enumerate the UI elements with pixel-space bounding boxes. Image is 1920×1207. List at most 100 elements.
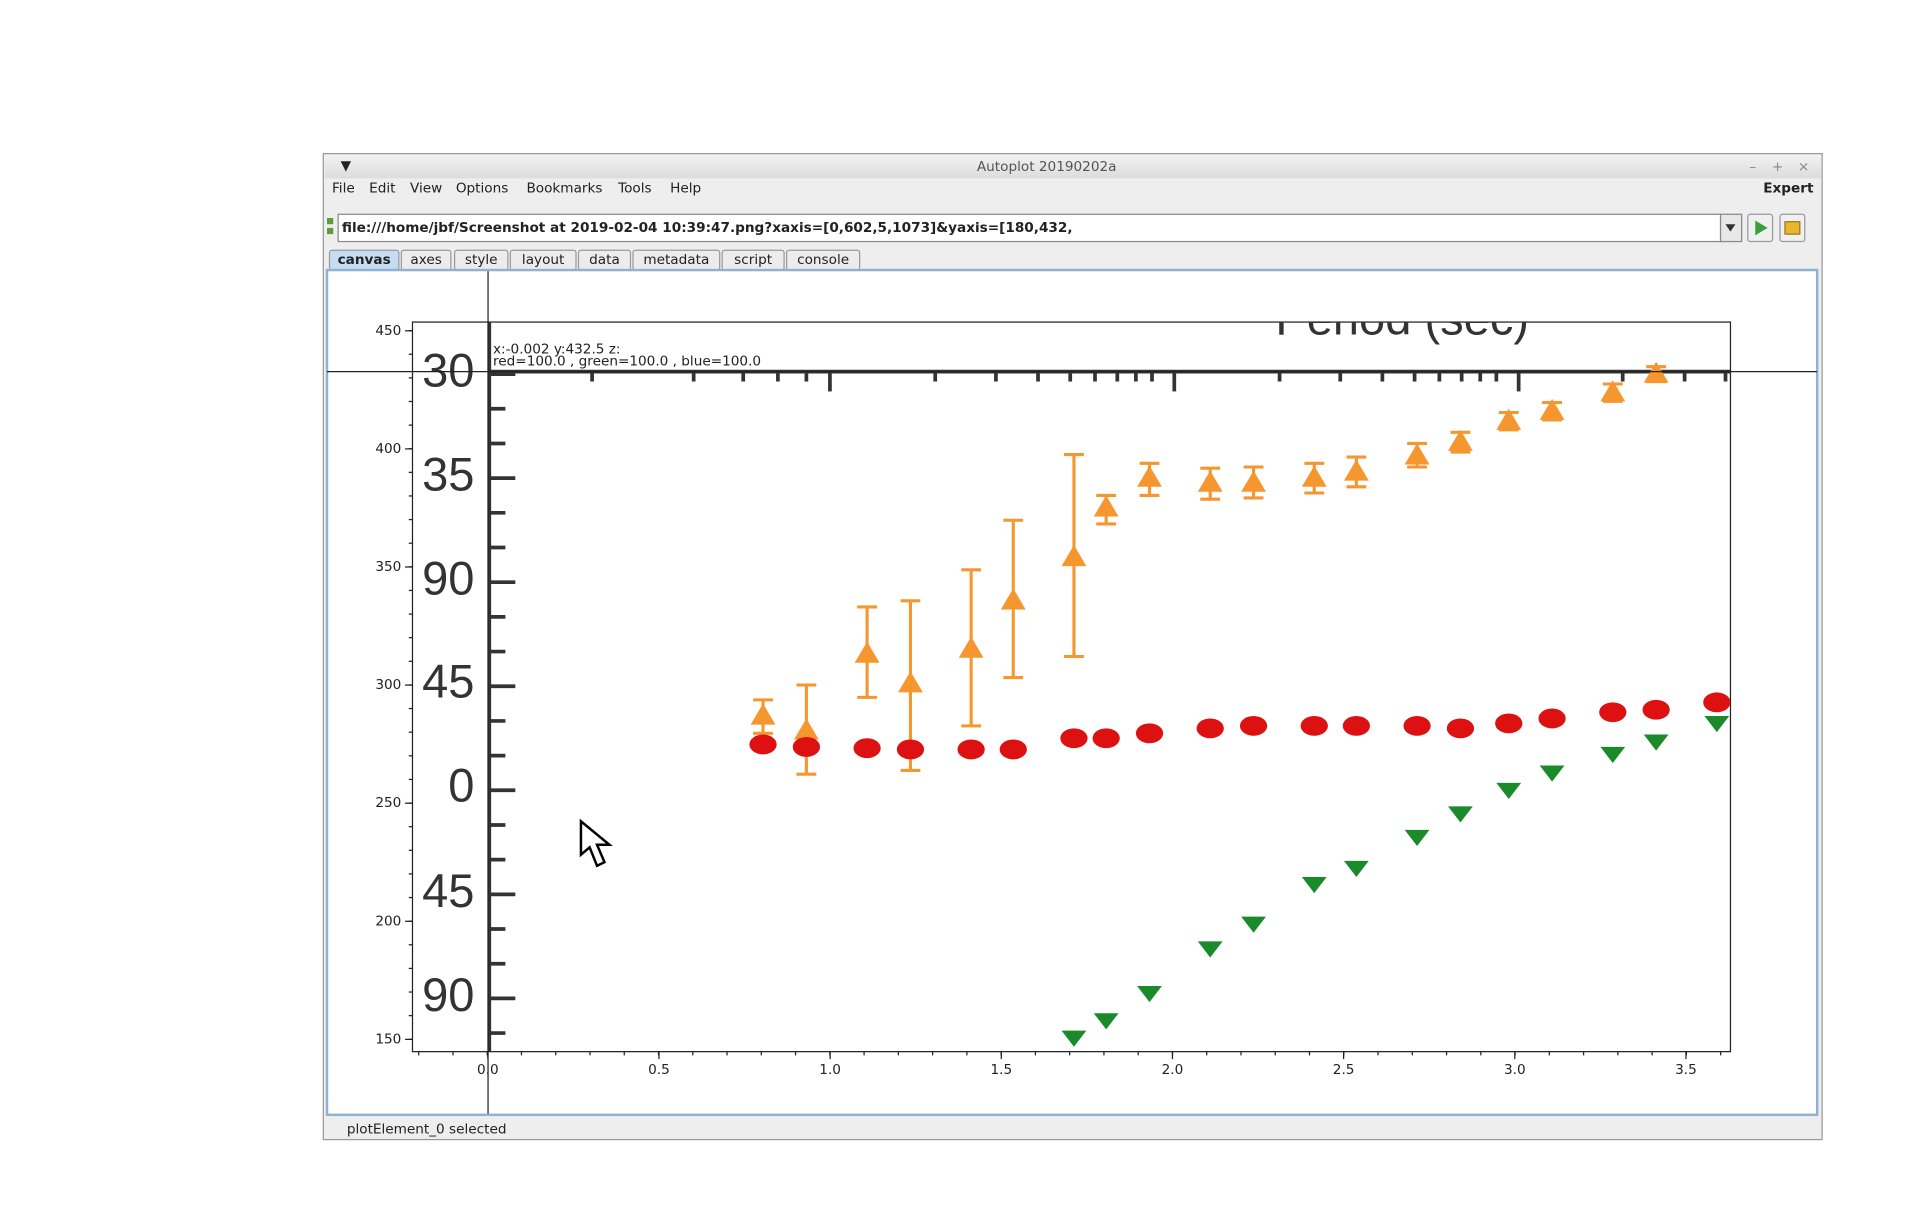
image-down-triangle [1343, 860, 1369, 877]
image-label: 90 [422, 552, 474, 605]
image-dot [1403, 715, 1431, 736]
image-down-triangle [1301, 876, 1327, 894]
drag-handle [327, 218, 334, 225]
y-tick-label: 400 [375, 441, 401, 457]
tab-label[interactable]: layout [522, 252, 565, 268]
readout-line: red=100.0 , green=100.0 , blue=100.0 [493, 354, 761, 370]
image-triangle [1061, 545, 1087, 567]
image-dot [896, 739, 925, 760]
x-tick-label: 0.5 [648, 1062, 670, 1078]
image-triangle [854, 641, 880, 663]
url-text: file:///home/jbf/Screenshot at 2019-02-0… [342, 220, 1073, 236]
image-down-triangle [1137, 986, 1162, 1003]
image-triangle [1539, 398, 1565, 420]
image-down-triangle [1404, 829, 1430, 847]
menu-item[interactable]: File [332, 180, 355, 196]
image-dot [1599, 702, 1627, 723]
image-title: Period (sec) [1275, 291, 1529, 344]
image-down-triangle [1496, 782, 1522, 799]
y-tick-label: 250 [375, 795, 401, 811]
dropdown-arrow [1725, 224, 1736, 232]
minimize-button[interactable]: – [1749, 159, 1756, 175]
x-tick-label: 2.5 [1333, 1062, 1355, 1078]
image-triangle [1600, 380, 1626, 402]
menu-item[interactable]: Tools [617, 180, 652, 196]
x-tick-label: 1.0 [819, 1062, 841, 1078]
image-label: 45 [422, 654, 474, 707]
menu-item[interactable]: Options [456, 180, 509, 196]
image-down-triangle [1241, 916, 1266, 933]
expert-menu[interactable]: Expert [1763, 180, 1814, 196]
status-text: plotElement_0 selected [347, 1122, 507, 1138]
image-label: 0 [448, 758, 474, 811]
image-dot [1538, 708, 1566, 729]
readout-line: x:-0.002 y:432.5 z: [493, 341, 621, 357]
tab-label[interactable]: style [465, 252, 498, 268]
y-tick-label: 450 [375, 323, 401, 339]
close-button[interactable]: × [1798, 159, 1809, 175]
image-triangle [1197, 470, 1223, 492]
image-triangle [1301, 465, 1327, 487]
x-tick-label: 3.5 [1675, 1062, 1697, 1078]
image-triangle [750, 703, 776, 725]
tab-bar: canvas axes style layout data metadata script c… [328, 249, 861, 271]
menu-item[interactable]: View [410, 180, 442, 196]
plot-image: Period (sec) 30 35 90 45 0 45 90 [422, 291, 1731, 1052]
x-tick-label: 1.5 [990, 1062, 1012, 1078]
mouse-cursor [579, 818, 613, 868]
image-dot [1196, 718, 1224, 739]
y-tick-label: 350 [375, 559, 401, 575]
image-label: 35 [422, 448, 474, 501]
image-dot [1239, 715, 1268, 736]
image-triangle [958, 636, 984, 658]
menu-item[interactable]: Bookmarks [526, 180, 602, 196]
window-title: Autoplot 20190202a [977, 159, 1117, 175]
image-dot [1342, 715, 1371, 736]
image-dot [749, 734, 777, 755]
image-dot [1495, 713, 1523, 734]
image-triangle [1448, 429, 1473, 451]
image-dot [792, 737, 821, 757]
image-dot [1642, 699, 1670, 720]
image-triangle [1093, 495, 1119, 517]
image-triangle [1404, 443, 1430, 465]
url-field[interactable] [337, 213, 1722, 243]
folder-icon [1784, 221, 1801, 235]
image-dot [1446, 718, 1475, 739]
go-icon [1755, 220, 1768, 236]
tab-label[interactable]: canvas [338, 252, 391, 268]
image-dot [853, 738, 881, 759]
image-down-triangle [1643, 734, 1669, 751]
image-triangle [898, 671, 923, 693]
y-tick-label: 300 [375, 677, 401, 693]
maximize-button[interactable]: + [1772, 159, 1783, 175]
image-triangle [1000, 588, 1026, 610]
tab-label[interactable]: console [797, 252, 849, 268]
x-tick-label: 3.0 [1504, 1062, 1526, 1078]
image-triangle [1241, 470, 1266, 492]
image-dot [1135, 723, 1164, 744]
menu-bar: File Edit View Options Bookmarks Tools Help [332, 180, 701, 196]
menu-item[interactable]: Help [670, 180, 701, 196]
tab-label[interactable]: data [589, 252, 620, 268]
image-down-triangle [1197, 941, 1223, 958]
y-tick-label: 200 [375, 913, 401, 929]
tab-label[interactable]: axes [410, 252, 441, 268]
tab-label[interactable]: metadata [643, 252, 709, 268]
image-dot [1060, 728, 1088, 749]
image-down-triangle [1539, 765, 1565, 782]
title-bar [324, 154, 1821, 179]
window-menu-icon[interactable]: ▼ [341, 158, 352, 174]
plot-frame [411, 321, 1732, 1053]
tab-label[interactable]: script [734, 252, 773, 268]
image-down-triangle [1448, 806, 1473, 823]
image-dot [1300, 715, 1328, 736]
menu-item[interactable]: Edit [369, 180, 396, 196]
image-triangle [794, 718, 819, 740]
image-down-triangle [1600, 746, 1626, 764]
image-down-triangle [1061, 1030, 1087, 1047]
image-dot [1703, 692, 1731, 713]
image-triangle [1496, 408, 1522, 430]
x-tick-label: 2.0 [1162, 1062, 1184, 1078]
